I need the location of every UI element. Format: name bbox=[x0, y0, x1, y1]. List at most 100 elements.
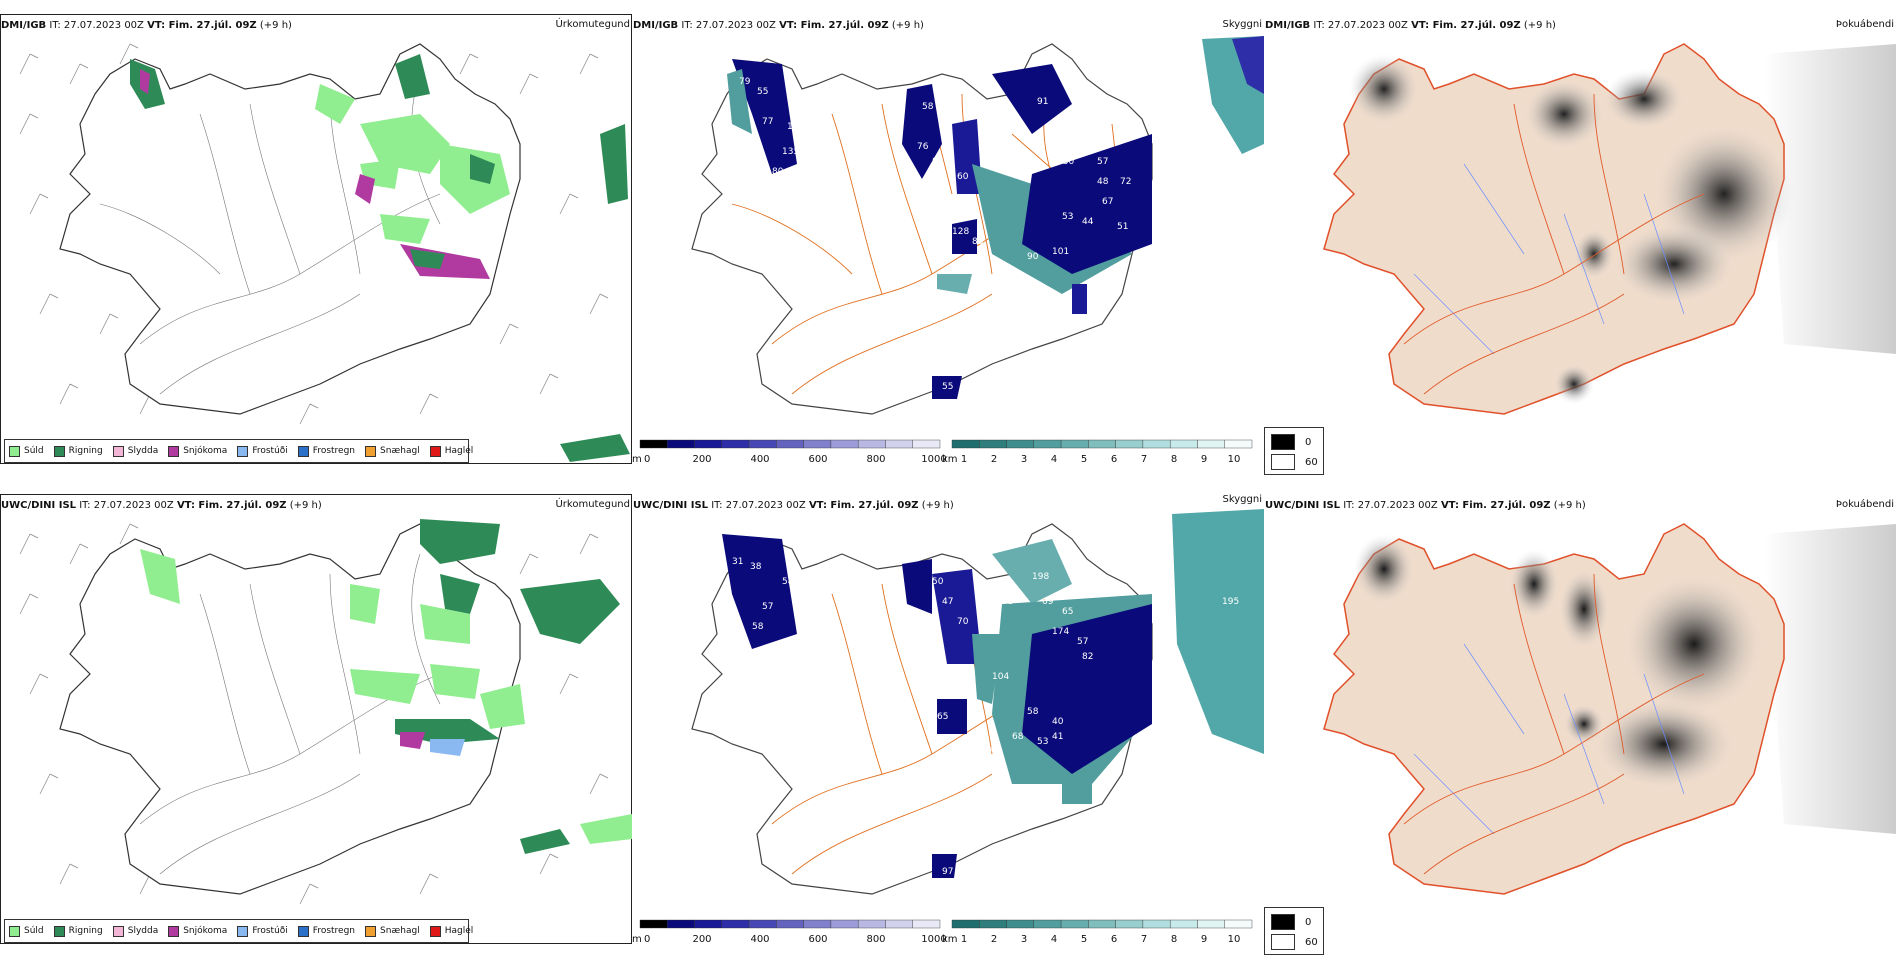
legend-label: Snæhagl bbox=[380, 446, 420, 456]
fog-legend-min: 0 bbox=[1305, 436, 1312, 448]
visibility-scale-tick: 4 bbox=[1051, 454, 1057, 465]
fog-legend-max: 60 bbox=[1305, 936, 1318, 948]
cloud-base-value: 79 bbox=[739, 77, 751, 87]
panel-variable: Úrkomutegund bbox=[555, 499, 630, 510]
legend-swatch bbox=[112, 445, 124, 457]
legend-item-1: Rigning bbox=[53, 925, 103, 937]
legend-swatch bbox=[365, 445, 377, 457]
cloud-scale-swatch bbox=[830, 439, 859, 449]
legend-swatch bbox=[9, 925, 20, 937]
cloud-base-value: 55 bbox=[942, 382, 953, 392]
fog-areas bbox=[1354, 534, 1764, 789]
init-time: IT: 27.07.2023 00Z bbox=[79, 500, 174, 511]
cloud-scale-tick: 600 bbox=[808, 934, 827, 945]
visibility-scale-swatch bbox=[1142, 439, 1171, 449]
visibility-scale-swatch bbox=[951, 919, 980, 929]
visibility-scale-swatch bbox=[1006, 919, 1035, 929]
legend-item-0: Súld bbox=[9, 445, 44, 457]
cloud-scale-swatch bbox=[776, 919, 804, 929]
fog-legend: 0 60 bbox=[1264, 427, 1324, 475]
panel-title: DMI/IGB IT: 27.07.2023 00Z VT: Fim. 27.j… bbox=[1, 20, 292, 31]
panel-title: UWC/DINI ISL IT: 27.07.2023 00Z VT: Fim.… bbox=[633, 500, 954, 511]
model-label: DMI/IGB bbox=[1, 20, 47, 31]
cloud-scale-swatch bbox=[694, 439, 723, 449]
cloud-base-value: 198 bbox=[1032, 572, 1049, 582]
cloud-scale-swatch bbox=[748, 919, 777, 929]
cloud-scale-swatch bbox=[803, 919, 832, 929]
cloud-base-value: 91 bbox=[1037, 97, 1048, 107]
cloud-base-value: 230 bbox=[1057, 157, 1074, 167]
cloud-panel-row1: DMI/IGB IT: 27.07.2023 00Z VT: Fim. 27.j… bbox=[632, 14, 1264, 494]
panel-variable: Úrkomutegund bbox=[555, 19, 630, 30]
panel-title: DMI/IGB IT: 27.07.2023 00Z VT: Fim. 27.j… bbox=[633, 20, 924, 31]
cloud-base-value: 88 bbox=[932, 157, 944, 167]
cloud-scale-tick: 800 bbox=[866, 454, 885, 465]
cloud-base-value: 55 bbox=[757, 87, 768, 97]
legend-item-4: Frostúði bbox=[237, 925, 288, 937]
visibility-scale-tick: 7 bbox=[1141, 454, 1147, 465]
visibility-scale-tick: 9 bbox=[1201, 454, 1207, 465]
cloud-base-value: 65 bbox=[937, 712, 948, 722]
fog-panel-row1: DMI/IGB IT: 27.07.2023 00Z VT: Fim. 27.j… bbox=[1264, 14, 1896, 494]
legend-label: Slydda bbox=[127, 446, 159, 456]
legend-label: Haglél bbox=[444, 926, 474, 936]
cloud-base-value: 53 bbox=[1062, 212, 1073, 222]
visibility-scale-swatch bbox=[1115, 919, 1144, 929]
cloud-base-value: 38 bbox=[750, 562, 762, 572]
cloud-scale-bar: m 0 200 400 600 800 1000 km 1 2 3 4 5 6 7 8 9 10 bbox=[632, 918, 1264, 954]
legend-label: Súld bbox=[24, 446, 44, 456]
visibility-scale-tick: 2 bbox=[991, 454, 997, 465]
cloud-base-value: 120 bbox=[1052, 142, 1069, 152]
model-label: DMI/IGB bbox=[633, 20, 679, 31]
cloud-base-value: 58 bbox=[782, 577, 794, 587]
cloud-base-value: 67 bbox=[1102, 197, 1113, 207]
fog-legend-swatch-white bbox=[1271, 934, 1295, 950]
cloud-base-value: 174 bbox=[1052, 627, 1069, 637]
init-time: IT: 27.07.2023 00Z bbox=[1313, 20, 1408, 31]
lead-time: (+9 h) bbox=[921, 500, 954, 511]
sea-visibility bbox=[1172, 509, 1264, 754]
legend-item-7: Haglél bbox=[429, 445, 473, 457]
lead-time: (+9 h) bbox=[1523, 20, 1556, 31]
cloud-base-value: 58 bbox=[1027, 707, 1039, 717]
legend-item-4: Frostúði bbox=[237, 445, 288, 457]
cloud-panel-row2: UWC/DINI ISL IT: 27.07.2023 00Z VT: Fim.… bbox=[632, 494, 1264, 974]
legend-label: Snjókoma bbox=[183, 926, 228, 936]
visibility-scale-swatch bbox=[1033, 439, 1062, 449]
cloud-scale-swatch bbox=[639, 919, 668, 929]
rivers bbox=[1413, 163, 1685, 355]
map-frame bbox=[0, 494, 632, 944]
cloud-base-value: 52 bbox=[1152, 627, 1163, 637]
visibility-scale-swatch bbox=[1088, 919, 1116, 929]
panel-variable: Þokuábendi bbox=[1835, 19, 1894, 30]
cloud-areas bbox=[727, 59, 1152, 399]
legend-swatch bbox=[53, 445, 65, 457]
legend-swatch bbox=[112, 925, 124, 937]
cloud-scale-swatch bbox=[639, 439, 668, 449]
map-frame bbox=[0, 14, 632, 464]
legend-item-5: Frostregn bbox=[297, 445, 355, 457]
precip-areas bbox=[130, 54, 630, 462]
legend-swatch bbox=[429, 445, 441, 457]
cloud-base-value: 104 bbox=[992, 672, 1009, 682]
visibility-scale-tick: 3 bbox=[1021, 454, 1027, 465]
cloud-base-value: 77 bbox=[762, 117, 773, 127]
cloud-base-value: 10 bbox=[787, 122, 799, 132]
visibility-scale-tick: 10 bbox=[1228, 934, 1241, 945]
cloud-scale-tick: 1000 bbox=[921, 454, 946, 465]
visibility-scale-tick: 4 bbox=[1051, 934, 1057, 945]
visibility-scale-tick: 2 bbox=[991, 934, 997, 945]
model-label: UWC/DINI ISL bbox=[1, 500, 77, 511]
fog-panel-row2: UWC/DINI ISL IT: 27.07.2023 00Z VT: Fim.… bbox=[1264, 494, 1896, 974]
valid-time: VT: Fim. 27.júl. 09Z bbox=[779, 20, 889, 31]
legend-item-2: Slydda bbox=[112, 925, 158, 937]
visibility-scale-tick: 5 bbox=[1081, 454, 1087, 465]
cloud-scale-swatch bbox=[885, 439, 913, 449]
cloud-scale-swatch bbox=[830, 919, 859, 929]
cloud-scale-unit: m bbox=[632, 454, 642, 465]
cloud-scale-swatch bbox=[857, 919, 886, 929]
cloud-base-value: 40 bbox=[1052, 717, 1064, 727]
cloud-base-value: 77 bbox=[982, 747, 993, 757]
cloud-base-value: 50 bbox=[932, 577, 944, 587]
